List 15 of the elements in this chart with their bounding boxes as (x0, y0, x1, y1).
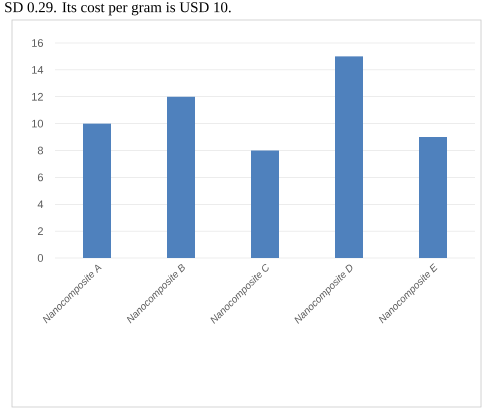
bar (419, 137, 447, 258)
y-tick-label: 14 (32, 66, 44, 74)
y-tick-label: 16 (32, 39, 43, 47)
y-tick-label: 8 (38, 146, 43, 154)
y-tick-label: 4 (38, 200, 44, 208)
y-tick-label: 6 (38, 174, 43, 182)
y-tick-label: 0 (38, 254, 44, 262)
bar (251, 150, 279, 258)
bar (83, 124, 111, 258)
bar (335, 56, 363, 258)
y-tick-label: 2 (38, 227, 43, 235)
text: SD 0.29. Its cost per gram is USD 10. (5, 2, 231, 16)
y-tick-label: 10 (32, 120, 44, 128)
bar (167, 96, 195, 258)
y-tick-label: 12 (32, 92, 43, 101)
